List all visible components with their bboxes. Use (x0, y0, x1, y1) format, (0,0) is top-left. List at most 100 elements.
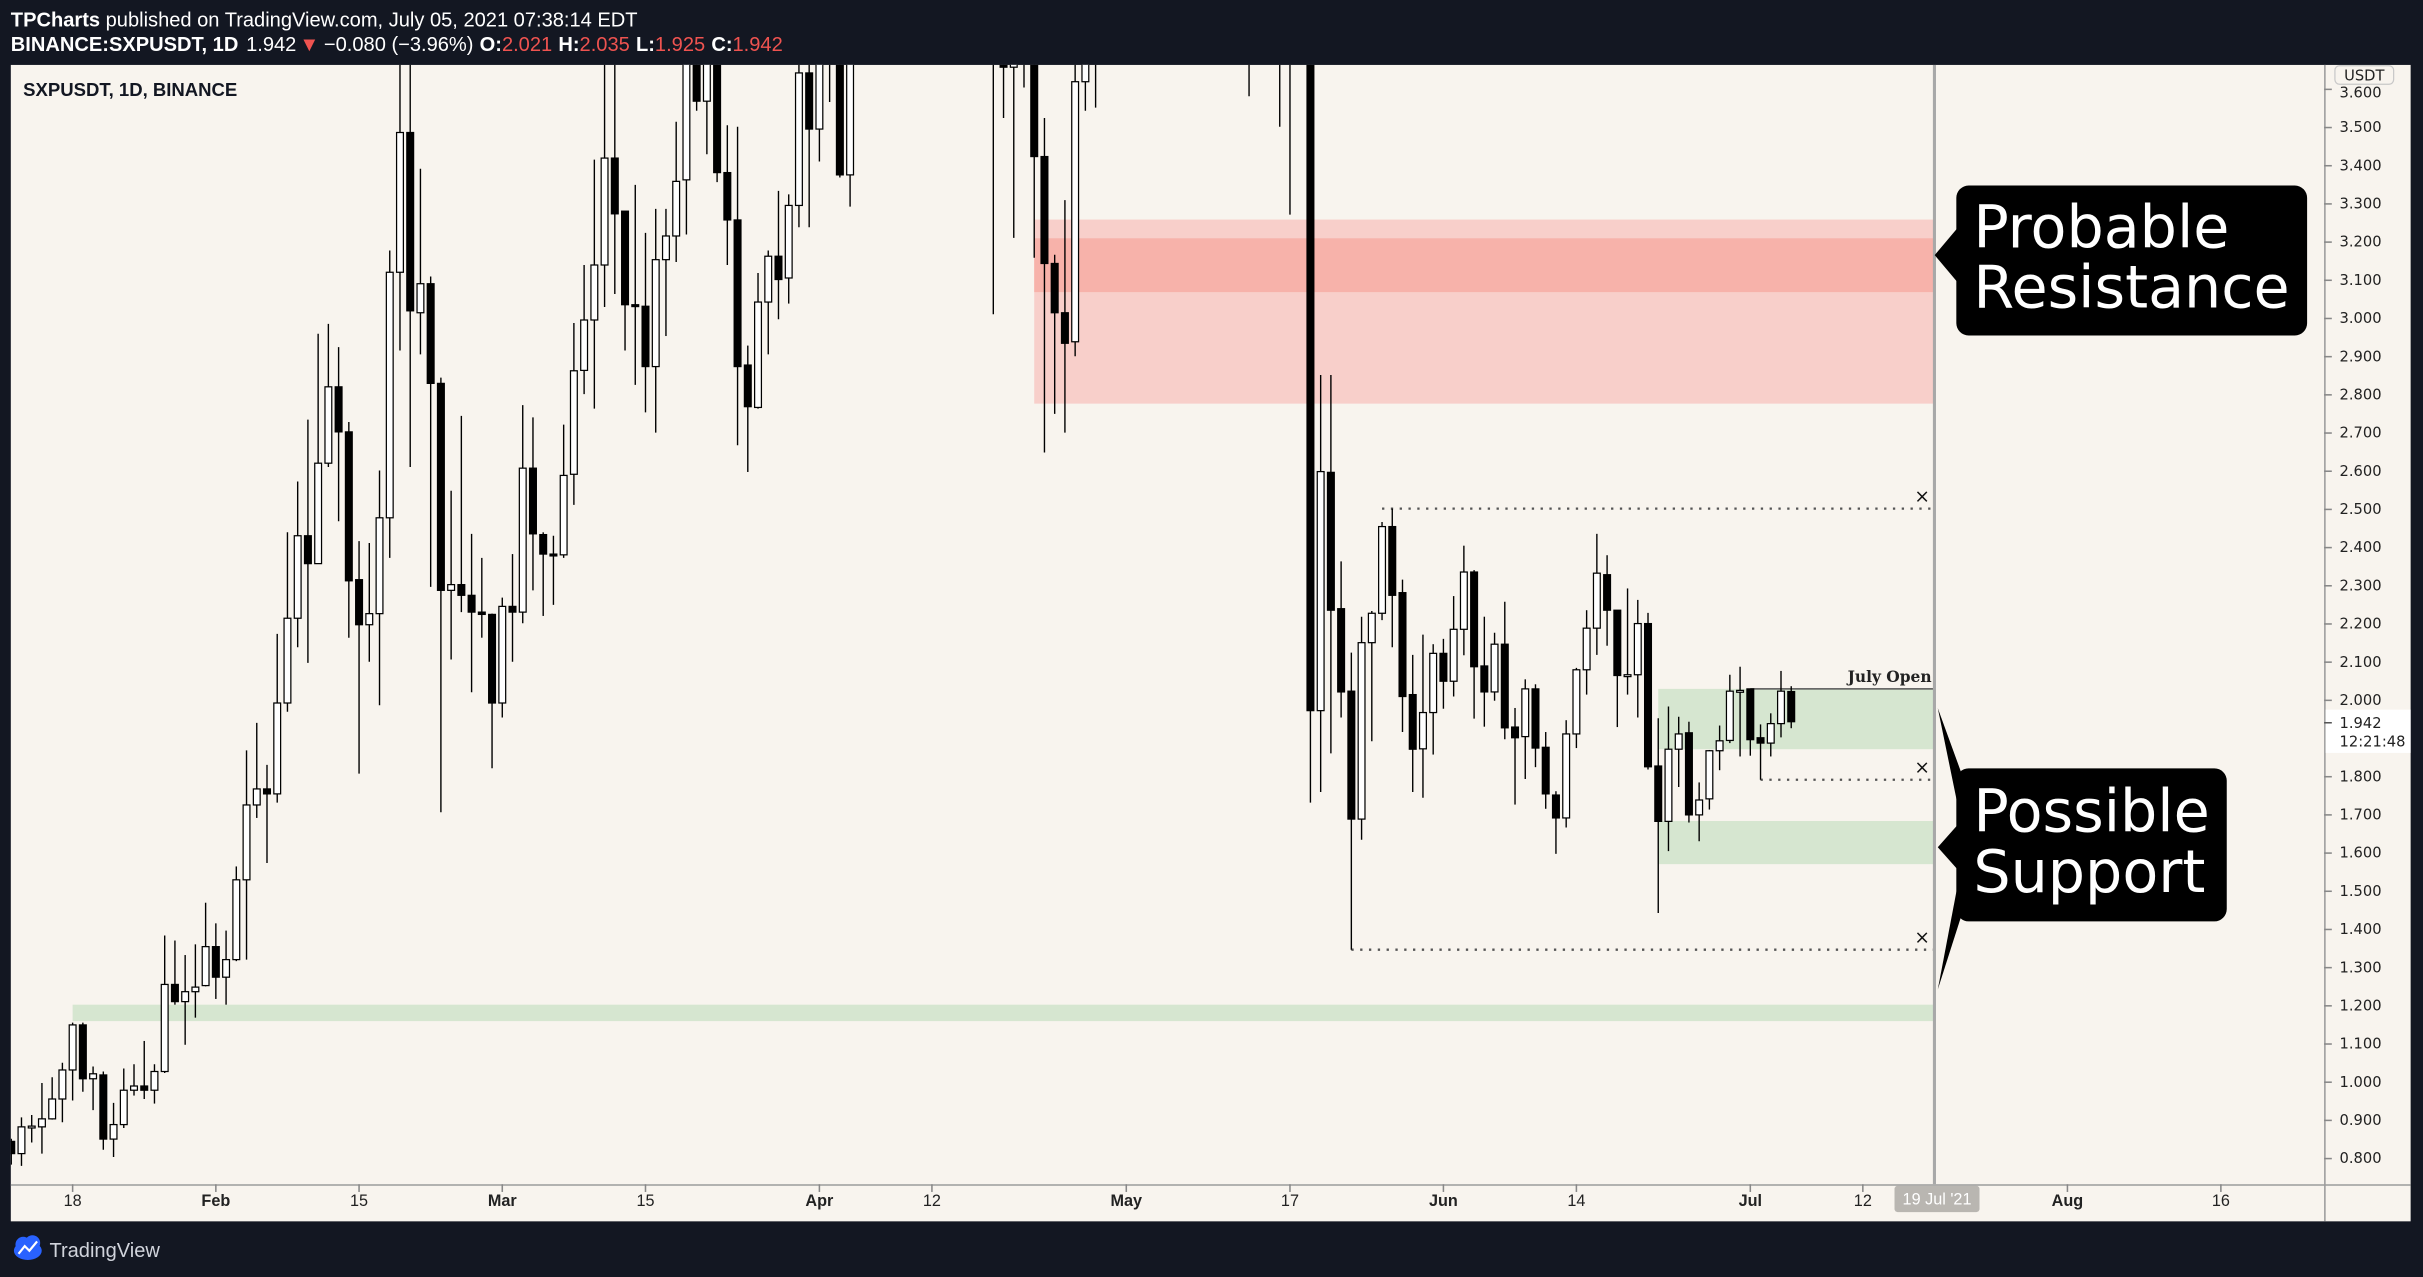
candle[interactable] (1357, 616, 1366, 840)
candle[interactable] (1337, 561, 1346, 718)
resistance-zone-inner[interactable] (1034, 238, 1935, 293)
candle[interactable] (805, 31, 814, 228)
candle[interactable] (140, 1040, 149, 1099)
candle[interactable] (1521, 679, 1530, 779)
tradingview-logo[interactable]: TradingView (13, 1235, 161, 1262)
candle[interactable] (1367, 610, 1376, 742)
candle[interactable] (1695, 782, 1704, 842)
candle[interactable] (1684, 721, 1693, 823)
candle[interactable] (27, 1115, 36, 1143)
candle[interactable] (1746, 688, 1755, 756)
candle[interactable] (37, 1082, 46, 1154)
candle[interactable] (1582, 610, 1591, 695)
candle[interactable] (733, 126, 742, 446)
candle[interactable] (17, 1117, 26, 1166)
candle[interactable] (713, 27, 722, 183)
candle[interactable] (1562, 720, 1571, 828)
candle[interactable] (1623, 588, 1632, 695)
candle[interactable] (48, 1077, 57, 1120)
candle[interactable] (743, 345, 752, 472)
candle[interactable] (467, 533, 476, 693)
candle[interactable] (1081, 0, 1090, 111)
candle[interactable] (262, 764, 272, 864)
candle[interactable] (68, 1022, 77, 1101)
candle[interactable] (1592, 533, 1601, 655)
candle[interactable] (692, 12, 701, 111)
candle[interactable] (1009, 12, 1018, 238)
candle[interactable] (774, 190, 783, 320)
candle[interactable] (846, 0, 855, 207)
candle[interactable] (1071, 50, 1080, 357)
candle[interactable] (1276, 0, 1283, 127)
candle[interactable] (539, 532, 548, 616)
candle[interactable] (324, 323, 333, 468)
candle[interactable] (1408, 654, 1417, 792)
candle[interactable] (1378, 522, 1387, 621)
candle[interactable] (1439, 638, 1448, 709)
candle[interactable] (508, 554, 517, 662)
price-axis[interactable]: 3.500 3.400 3.300 3.200 3.100 3.000 2.900 2.800… (2324, 119, 2382, 1167)
candle[interactable] (1500, 601, 1509, 740)
candle[interactable] (232, 866, 241, 962)
candle[interactable] (334, 347, 343, 522)
candle[interactable] (641, 232, 650, 413)
candle[interactable] (1572, 667, 1581, 749)
candle[interactable] (784, 194, 793, 304)
candle[interactable] (1287, 0, 1294, 215)
candle[interactable] (1021, 0, 1028, 88)
candle[interactable] (1725, 674, 1734, 744)
candle[interactable] (252, 722, 261, 818)
candle[interactable] (211, 923, 220, 999)
candle[interactable] (1306, 12, 1315, 803)
candle[interactable] (528, 417, 537, 591)
candle[interactable] (549, 535, 558, 605)
candle[interactable] (1326, 374, 1335, 754)
candle[interactable] (344, 421, 353, 638)
candle[interactable] (754, 273, 763, 409)
currency-button[interactable] (2334, 65, 2395, 85)
candle[interactable] (109, 1102, 118, 1158)
candle[interactable] (1705, 749, 1714, 810)
candle[interactable] (1756, 724, 1765, 780)
candle[interactable] (447, 490, 456, 660)
candle[interactable] (600, 31, 609, 308)
candle[interactable] (682, 12, 691, 235)
candle[interactable] (201, 902, 210, 987)
candle[interactable] (723, 125, 732, 266)
candle[interactable] (1060, 200, 1069, 433)
candle[interactable] (488, 613, 497, 769)
candle[interactable] (283, 532, 292, 712)
candle[interactable] (181, 955, 190, 1045)
july-open-label[interactable]: July Open (1846, 667, 1932, 686)
candle[interactable] (1480, 616, 1489, 727)
candle[interactable] (365, 543, 374, 662)
candle[interactable] (835, 0, 844, 178)
candle[interactable] (631, 184, 640, 385)
candle[interactable] (1715, 725, 1724, 771)
support-callout[interactable]: Possible Support (1937, 708, 2227, 990)
candle[interactable] (1766, 713, 1775, 757)
candle[interactable] (1490, 632, 1499, 701)
candle[interactable] (590, 159, 599, 409)
candle[interactable] (314, 333, 323, 565)
candle[interactable] (1776, 670, 1786, 738)
candle[interactable] (129, 1064, 139, 1096)
candle[interactable] (826, 0, 833, 102)
candle[interactable] (1470, 570, 1479, 719)
candle[interactable] (150, 1064, 159, 1104)
candle[interactable] (1092, 0, 1099, 108)
candle[interactable] (477, 557, 486, 638)
candle[interactable] (1674, 716, 1683, 788)
candle[interactable] (1449, 596, 1458, 697)
candle[interactable] (78, 1022, 87, 1092)
candle[interactable] (58, 1062, 67, 1123)
candle[interactable] (170, 940, 179, 1005)
candle[interactable] (610, 43, 619, 295)
candle[interactable] (702, 20, 711, 155)
candle[interactable] (1398, 579, 1407, 733)
candle[interactable] (89, 1066, 98, 1111)
candle[interactable] (990, 0, 997, 315)
candle[interactable] (1551, 791, 1560, 854)
candle[interactable] (375, 470, 384, 706)
candle[interactable] (1347, 652, 1356, 950)
